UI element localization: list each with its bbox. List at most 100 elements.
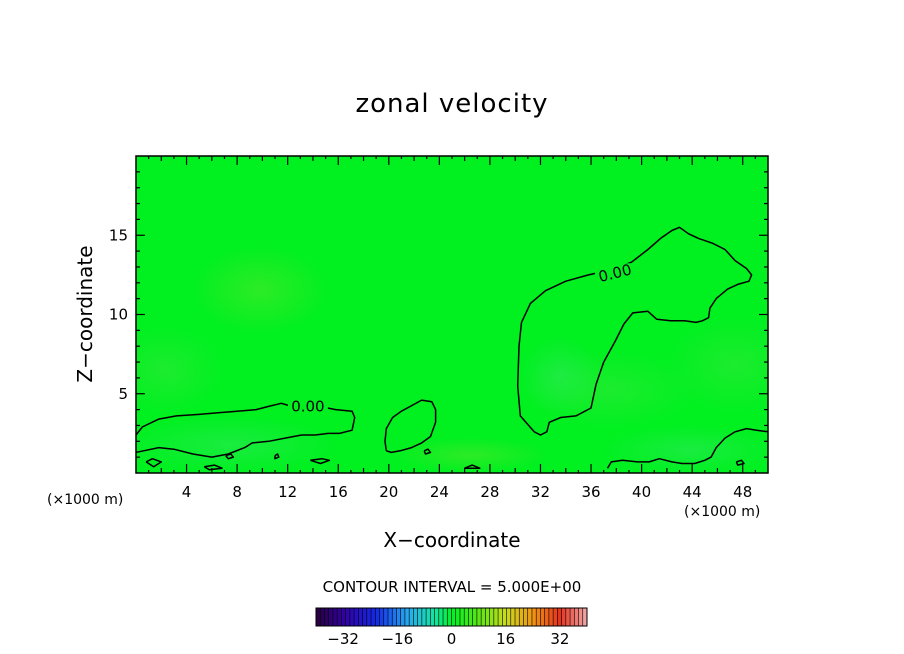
colorbar-bin [366, 608, 372, 626]
contour-label-group: 0.000.00 [287, 261, 636, 415]
colorbar-bin [337, 608, 342, 626]
colorbar-bin [349, 608, 355, 626]
colorbar-bin [476, 608, 482, 626]
x-tick-label: 40 [632, 483, 651, 501]
x-tick-label: 32 [531, 483, 550, 501]
contour-label-bg [595, 263, 636, 282]
y-tick-label: 10 [109, 306, 128, 324]
colorbar-bin [354, 608, 359, 626]
colorbar-bin [548, 608, 554, 626]
colorbar-bin [332, 608, 338, 626]
colorbar-tick-label: 0 [447, 630, 457, 648]
contour-line-upper-right-zero [516, 226, 753, 436]
contour-line-middle-blob-zero [384, 399, 437, 454]
x-tick-label: 36 [581, 483, 600, 501]
colorbar-bin [502, 608, 507, 626]
colorbar-bin [506, 608, 512, 626]
colorbar-bin [430, 608, 435, 626]
contour-lines [136, 226, 768, 471]
colorbar-bin [468, 608, 473, 626]
colorbar-tick-label: −32 [327, 630, 359, 648]
colorbar-bin [536, 608, 541, 626]
colorbar-bin [544, 608, 550, 626]
colorbar-bin [455, 608, 461, 626]
colorbar-bin [358, 608, 363, 626]
colorbar-tick-label: −16 [381, 630, 413, 648]
colorbar-bin [400, 608, 406, 626]
colorbar-bin [565, 608, 571, 626]
x-tick-label: 48 [733, 483, 752, 501]
x-tick-label: 44 [683, 483, 702, 501]
colorbar-bin [371, 608, 376, 626]
colorbar-bin [362, 608, 368, 626]
contour-label-bg [287, 396, 328, 415]
colorbar-bin [375, 608, 380, 626]
colorbar-bin [328, 608, 334, 626]
contour-line-lower-left-zero [136, 402, 356, 458]
colorbar-bin [345, 608, 351, 626]
colorbar-bin [523, 608, 529, 626]
colorbar-bin [413, 608, 418, 626]
colorbar-bin [531, 608, 537, 626]
colorbar-bin [409, 608, 414, 626]
contour-line-lower-right-zero [606, 427, 768, 469]
contour-line-small-loop-6 [423, 448, 432, 455]
colorbar-bin [570, 608, 575, 626]
x-tick-label: 12 [278, 483, 297, 501]
contour-interval-label: CONTOUR INTERVAL = 5.000E+00 [323, 578, 582, 596]
colorbar-bin [561, 608, 567, 626]
contour-line-small-loop-1 [145, 457, 163, 468]
colorbar-bin [527, 608, 533, 626]
colorbar-bin [578, 608, 584, 626]
x-unit-right: (×1000 m) [684, 504, 760, 520]
colorbar-bin [387, 608, 393, 626]
y-tick-label: 15 [109, 226, 128, 244]
y-axis-label: Z−coordinate [73, 245, 97, 382]
colorbar-bin [459, 608, 465, 626]
x-tick-label: 4 [182, 483, 192, 501]
colorbar-bin [574, 608, 579, 626]
x-tick-label: 24 [430, 483, 449, 501]
colorbar-bin [519, 608, 524, 626]
colorbar-tick-label: 32 [550, 630, 569, 648]
colorbar-bin [464, 608, 469, 626]
contour-line-small-loop-8 [464, 464, 481, 469]
colorbar-bin [417, 608, 423, 626]
colorbar-bin [443, 608, 448, 626]
colorbar-bin [320, 608, 325, 626]
colorbar-bin [396, 608, 401, 626]
x-tick-label: 16 [329, 483, 348, 501]
colorbar-bin [582, 608, 588, 626]
colorbar-bin [392, 608, 397, 626]
colorbar-bin [383, 608, 389, 626]
contour-line-small-loop-3 [310, 457, 331, 465]
colorbar-bin [341, 608, 346, 626]
contour-line-small-loop-5 [274, 453, 280, 460]
colorbar-bin [493, 608, 499, 626]
x-tick-label: 28 [480, 483, 499, 501]
colorbar-bin [510, 608, 516, 626]
x-tick-label: 20 [379, 483, 398, 501]
colorbar-bin [379, 608, 385, 626]
chart-title: zonal velocity [355, 89, 548, 119]
colorbar-bin [438, 608, 444, 626]
colorbar-bin [421, 608, 427, 626]
colorbar-frame [315, 607, 588, 627]
colorbar-bin [485, 608, 490, 626]
colorbar-bin [324, 608, 329, 626]
colorbar: −32 −16 0 16 32 [315, 607, 588, 648]
colorbar-bin [489, 608, 495, 626]
colorbar-tick-label: 16 [496, 630, 515, 648]
colorbar-bin [451, 608, 457, 626]
x-unit-left: (×1000 m) [47, 492, 123, 508]
colorbar-bin [472, 608, 478, 626]
y-tick-label: 5 [118, 385, 128, 403]
colorbar-bin [316, 608, 321, 626]
contour-line-small-loop-2 [203, 464, 223, 471]
contour-line-small-loop-7 [735, 459, 745, 466]
colorbar-bin [498, 608, 503, 626]
contour-line-small-loop-4 [225, 453, 235, 460]
